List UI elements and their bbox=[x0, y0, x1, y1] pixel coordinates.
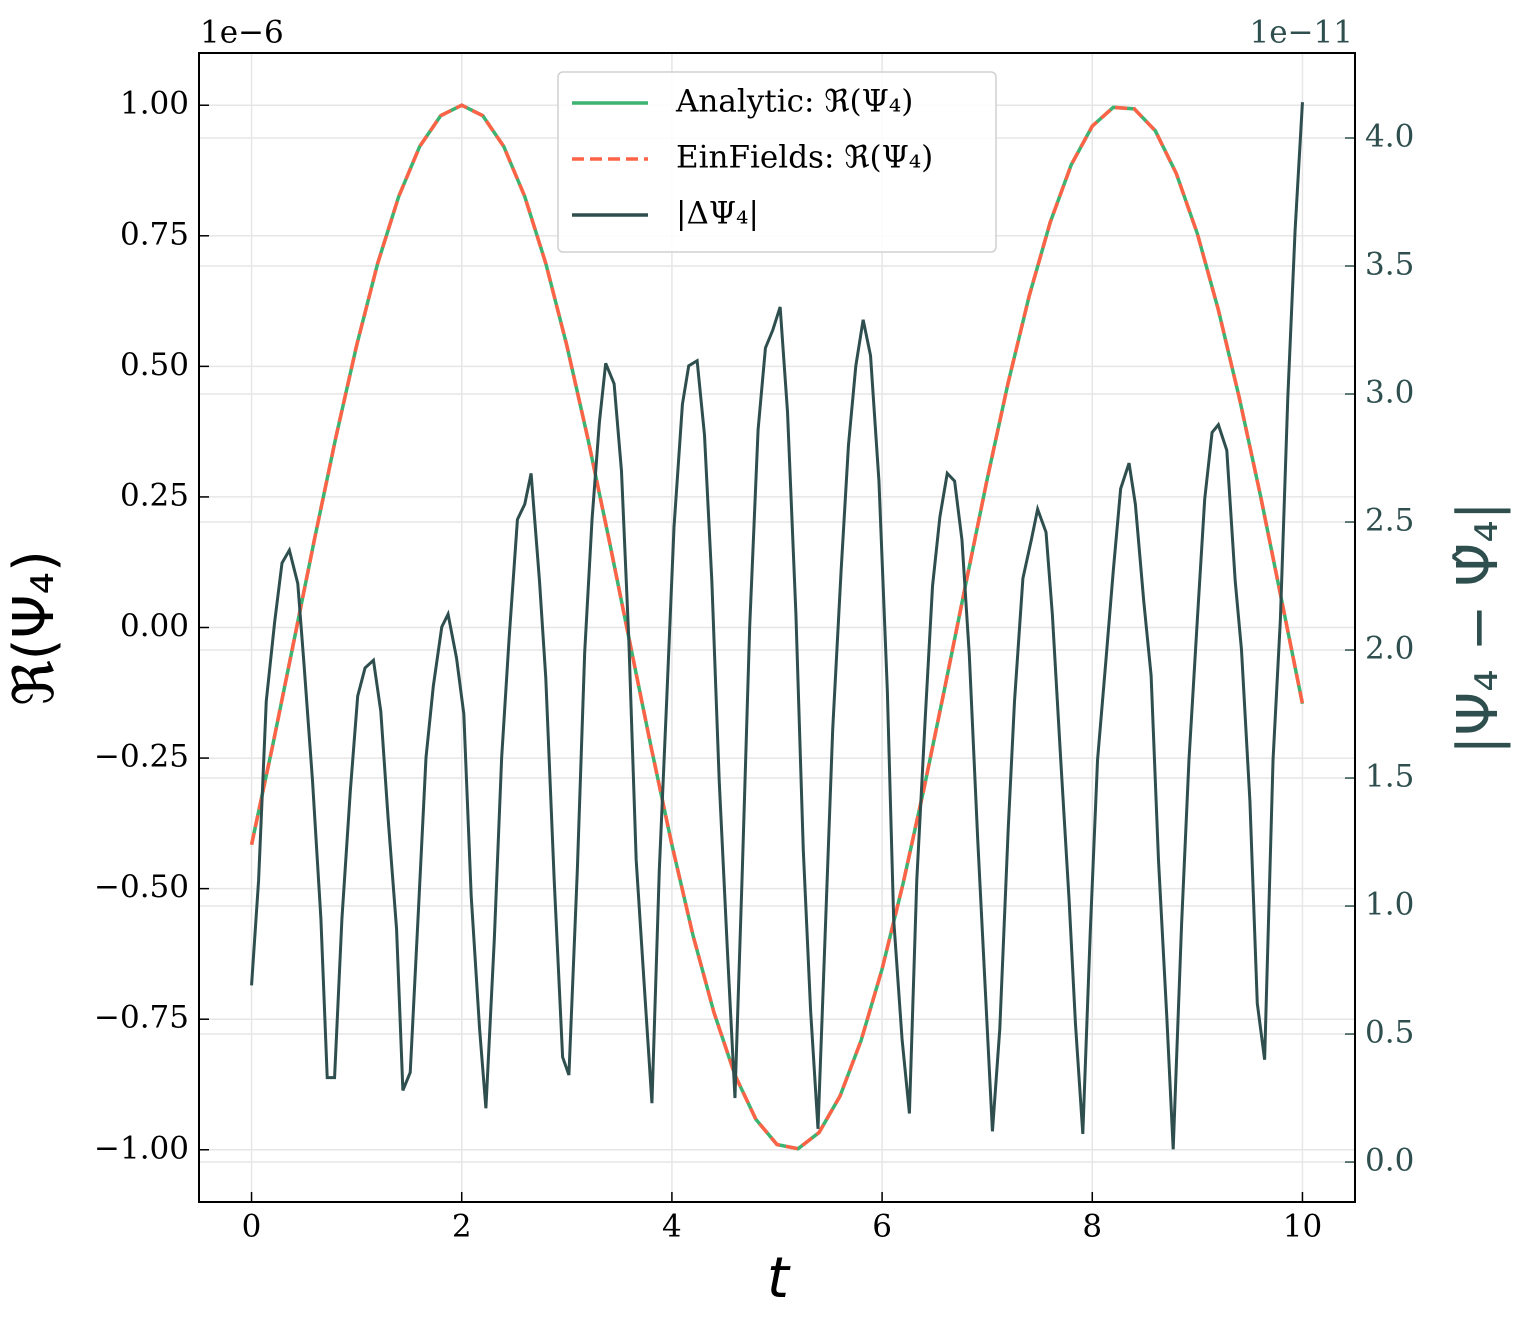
x-axis-label: t bbox=[767, 1246, 791, 1311]
y-offset-text: 1e−6 bbox=[200, 15, 284, 51]
y-tick-label: 1.00 bbox=[120, 86, 189, 122]
y2-tick-label: 0.0 bbox=[1365, 1143, 1414, 1179]
series-line bbox=[249, 103, 1305, 1151]
legend-label: Analytic: ℜ(Ψ₄) bbox=[675, 84, 913, 120]
x-tick-label: 8 bbox=[1082, 1209, 1102, 1245]
y-tick-label: −1.00 bbox=[94, 1130, 189, 1166]
y-tick-label: 0.00 bbox=[120, 608, 189, 644]
legend-box bbox=[557, 71, 997, 253]
y-tick-label: 0.75 bbox=[120, 216, 189, 252]
series-line bbox=[250, 102, 1304, 1150]
y2-tick-label: 2.5 bbox=[1365, 503, 1414, 539]
x-tick-label: 0 bbox=[242, 1209, 262, 1245]
y-tick-label: −0.50 bbox=[94, 869, 189, 905]
y-tick-label: 0.25 bbox=[120, 477, 189, 513]
y2-tick-label: 0.5 bbox=[1365, 1015, 1414, 1051]
y2-tick-label: 1.5 bbox=[1365, 759, 1414, 795]
y-tick-label: 0.50 bbox=[120, 347, 189, 383]
y-tick-label: −0.25 bbox=[94, 739, 189, 775]
legend-label: EinFields: ℜ(Ψ₄) bbox=[676, 140, 933, 176]
x-tick-label: 2 bbox=[452, 1209, 472, 1245]
y-axis-label: ℜ(Ψ₄) bbox=[2, 550, 67, 706]
y2-tick-label: 1.0 bbox=[1365, 887, 1414, 923]
plot-frame bbox=[198, 52, 1356, 1203]
y2-tick-label: 4.0 bbox=[1365, 118, 1414, 154]
y2-axis-label: |Ψ₄ − Ψ̂₄| bbox=[1446, 501, 1511, 754]
y2-tick-label: 3.0 bbox=[1365, 375, 1414, 411]
x-tick-label: 10 bbox=[1283, 1209, 1322, 1245]
x-tick-label: 4 bbox=[662, 1209, 682, 1245]
y-tick-label: −0.75 bbox=[94, 1000, 189, 1036]
x-tick-label: 6 bbox=[872, 1209, 892, 1245]
y2-tick-label: 3.5 bbox=[1365, 247, 1414, 283]
legend-label: |ΔΨ₄| bbox=[676, 196, 759, 232]
y2-tick-label: 2.0 bbox=[1365, 631, 1414, 667]
y2-offset-text: 1e−11 bbox=[1250, 15, 1354, 51]
